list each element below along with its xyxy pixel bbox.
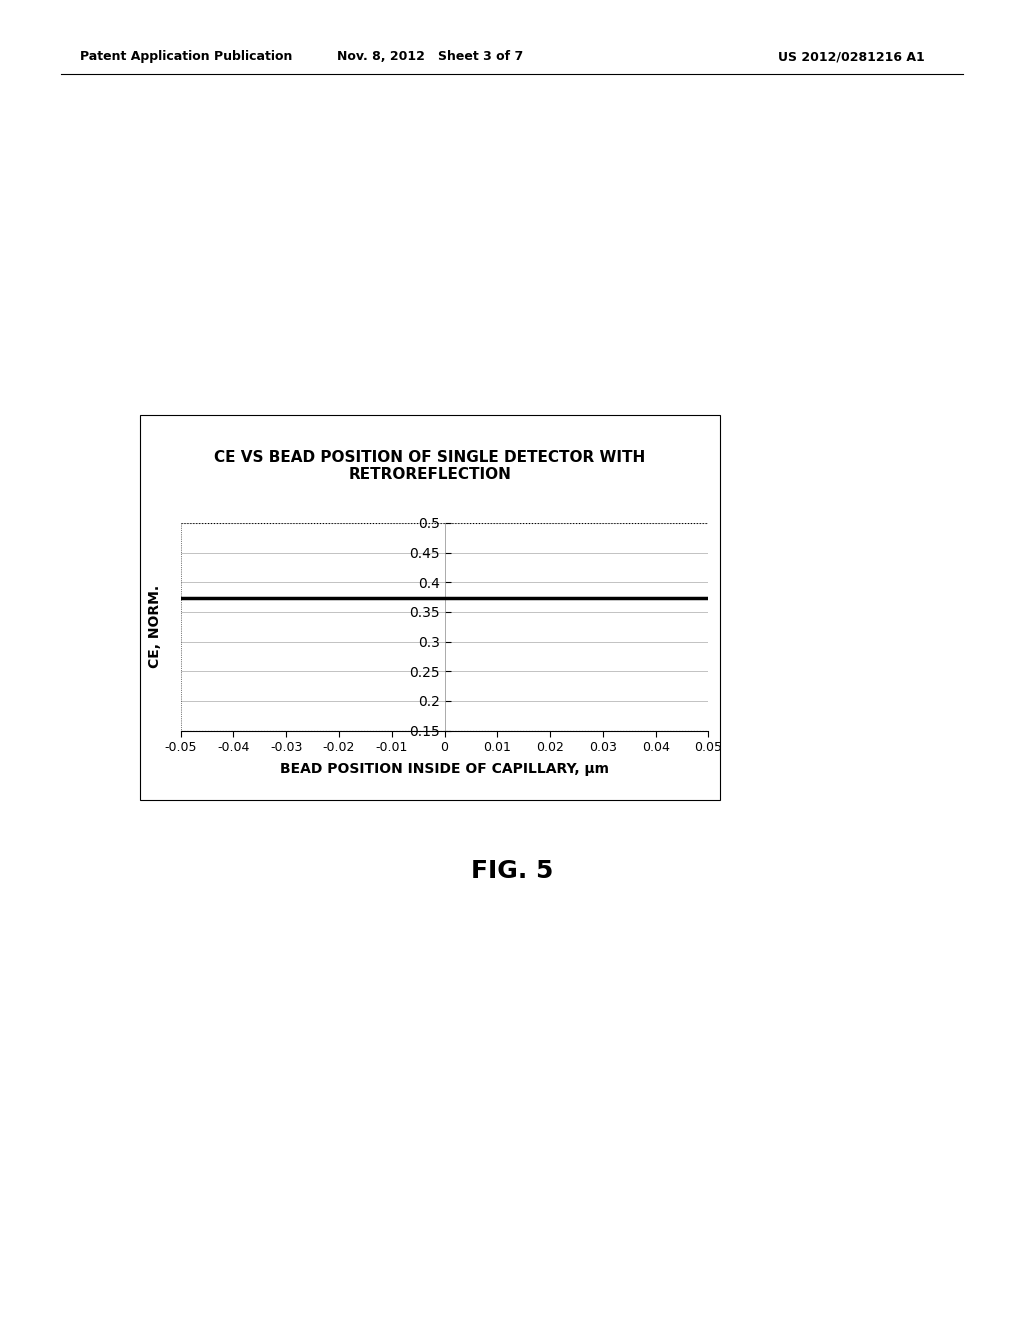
Text: FIG. 5: FIG. 5 <box>471 859 553 883</box>
Text: US 2012/0281216 A1: US 2012/0281216 A1 <box>778 50 925 63</box>
X-axis label: BEAD POSITION INSIDE OF CAPILLARY, μm: BEAD POSITION INSIDE OF CAPILLARY, μm <box>280 763 609 776</box>
Text: CE VS BEAD POSITION OF SINGLE DETECTOR WITH
RETROREFLECTION: CE VS BEAD POSITION OF SINGLE DETECTOR W… <box>214 450 645 482</box>
Text: Patent Application Publication: Patent Application Publication <box>80 50 292 63</box>
Text: CE, NORM.: CE, NORM. <box>148 585 163 668</box>
Text: Nov. 8, 2012   Sheet 3 of 7: Nov. 8, 2012 Sheet 3 of 7 <box>337 50 523 63</box>
